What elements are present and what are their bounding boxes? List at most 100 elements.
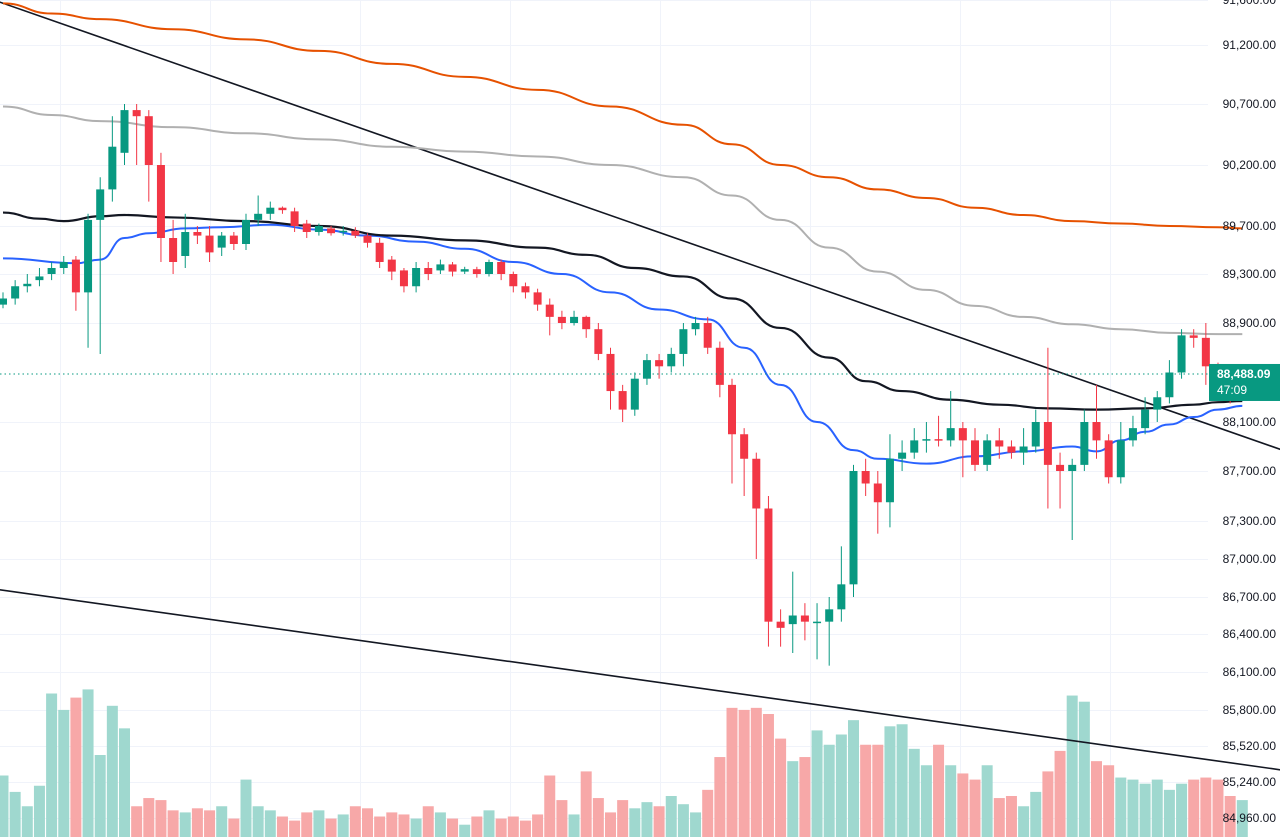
candle-body — [84, 219, 93, 293]
volume-bar — [155, 800, 167, 837]
price-tick-label: 87,300.00 — [1223, 514, 1277, 528]
candle-body — [910, 440, 919, 453]
candle-body — [144, 116, 153, 165]
candle-body — [351, 230, 360, 236]
candle-body — [728, 384, 736, 435]
volume-bar — [1091, 761, 1102, 837]
candle — [1080, 409, 1089, 471]
candle — [570, 310, 579, 326]
candle-body — [460, 269, 469, 272]
volume-bar — [131, 806, 143, 837]
candle-body — [813, 621, 822, 624]
candle — [557, 310, 566, 330]
volume-bar — [1127, 779, 1139, 837]
candle — [96, 177, 105, 354]
volume-bar — [896, 724, 908, 837]
candle-body — [363, 235, 372, 243]
price-tick-label: 86,100.00 — [1223, 665, 1277, 679]
volume-bar — [507, 816, 519, 837]
candle-body — [582, 316, 591, 330]
candle — [971, 428, 979, 471]
candle-body — [837, 584, 846, 610]
candle — [351, 227, 360, 238]
volume-bar — [216, 806, 228, 837]
candle — [11, 280, 20, 305]
candle-body — [375, 242, 384, 262]
volume-bar — [1236, 800, 1248, 837]
volume-bar — [349, 806, 361, 837]
volume-bar — [94, 755, 106, 837]
candle-body — [327, 228, 336, 234]
candle-body — [302, 223, 311, 232]
candle — [412, 262, 421, 293]
candle-body — [1056, 464, 1065, 471]
candle — [849, 464, 858, 597]
volume-bar — [690, 812, 702, 837]
candle-body — [873, 483, 882, 503]
price-tick-label: 86,700.00 — [1223, 590, 1277, 604]
candle-body — [545, 304, 554, 317]
volume-bar — [811, 730, 823, 837]
volume-bar — [981, 765, 993, 837]
candle — [898, 440, 907, 471]
candle — [472, 266, 481, 278]
candle-body — [254, 213, 263, 220]
trendline-lower-channel[interactable] — [0, 589, 1280, 775]
candle — [642, 353, 651, 385]
candle-body — [0, 298, 7, 305]
candle — [667, 347, 676, 373]
candle — [1068, 458, 1077, 540]
volume-bar — [143, 798, 155, 837]
candle — [1007, 440, 1016, 459]
volume-bar — [264, 810, 276, 837]
volume-bar — [993, 798, 1005, 837]
volume-bar — [398, 814, 410, 837]
volume-bar — [1103, 765, 1115, 837]
candle — [861, 458, 870, 496]
candle — [1128, 415, 1137, 447]
candle-body — [1189, 335, 1198, 338]
volume-bar — [519, 820, 531, 837]
candle-body — [181, 232, 190, 256]
volume-bar — [434, 812, 446, 837]
candle-body — [1068, 464, 1077, 471]
candle-body — [217, 235, 226, 248]
candle — [679, 323, 688, 367]
trendline-layer[interactable] — [0, 1, 1280, 775]
candle — [788, 571, 797, 653]
candle-body — [108, 146, 117, 190]
candle-body — [1080, 422, 1089, 465]
candle — [242, 213, 250, 250]
volume-bar — [167, 810, 179, 837]
candle — [533, 288, 542, 311]
volume-bar — [592, 798, 604, 837]
volume-bar — [920, 765, 932, 837]
volume-bar — [422, 806, 434, 837]
candle — [618, 384, 627, 422]
candle — [485, 259, 493, 277]
volume-bar — [1078, 701, 1090, 837]
trendline-descending-resistance[interactable] — [0, 1, 1280, 464]
candle-body — [570, 316, 579, 323]
volume-bar — [33, 785, 45, 837]
candle-body — [242, 219, 250, 244]
volume-bar — [556, 800, 568, 837]
candle — [1056, 452, 1065, 509]
candle — [1201, 323, 1210, 385]
price-tick-label: 88,100.00 — [1223, 415, 1277, 429]
candle-body — [825, 609, 834, 622]
volume-bar — [447, 818, 459, 837]
candle — [254, 195, 263, 226]
price-tick-label: 87,700.00 — [1223, 464, 1277, 478]
price-axis[interactable]: 91,600.00 91,200.00 90,700.00 90,200.00 89,7… — [1223, 0, 1277, 825]
candle — [84, 213, 93, 348]
volume-bar — [1163, 789, 1175, 837]
candle — [59, 256, 68, 274]
volume-bar — [228, 818, 240, 837]
candle-body — [59, 262, 68, 268]
candle-body — [1128, 428, 1137, 441]
candle-body — [96, 189, 105, 220]
candle-body — [1141, 409, 1150, 429]
